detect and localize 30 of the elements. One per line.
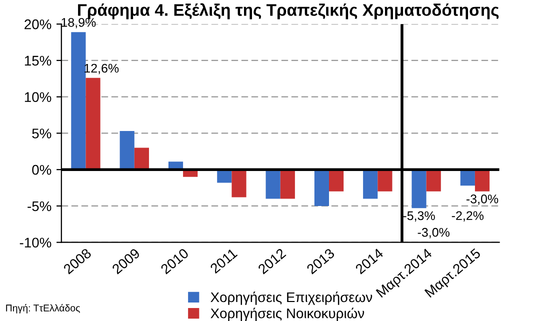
data-label: -3,0%	[418, 228, 450, 238]
data-label: 18,9%	[62, 18, 96, 28]
y-tick-label: 20%	[24, 19, 52, 30]
y-tick-label: 10%	[24, 92, 52, 102]
bar	[378, 170, 392, 192]
bar	[86, 78, 100, 170]
bar	[412, 170, 426, 208]
bar	[280, 170, 295, 199]
bar	[232, 170, 246, 198]
data-label: -3,0%	[466, 194, 498, 205]
bar	[460, 170, 475, 186]
bar	[329, 170, 344, 192]
bar	[426, 170, 441, 192]
bar	[363, 170, 378, 199]
bar	[474, 170, 490, 192]
y-tick-label: -5%	[28, 201, 52, 212]
y-tick-label: 0%	[32, 164, 52, 175]
bar	[134, 148, 149, 170]
bar	[120, 131, 134, 170]
chart-title: Γράφημα 4. Εξέλιξη της Τραπεζικής Χρηματοδότησης	[78, 3, 499, 20]
data-label: -2,2%	[452, 211, 484, 222]
bar	[314, 170, 330, 206]
bar	[266, 170, 280, 199]
y-tick-label: 5%	[32, 128, 52, 138]
y-tick-label: 15%	[24, 56, 52, 66]
bar	[71, 32, 86, 170]
legend-label: Χορηγήσεις Νοικοκυριών	[210, 308, 364, 321]
y-tick-label: -10%	[20, 238, 52, 248]
text: Πηγή: ΤτΕλλάδος	[6, 304, 80, 314]
legend-label: Χορηγήσεις Επιχειρήσεων	[210, 292, 372, 305]
